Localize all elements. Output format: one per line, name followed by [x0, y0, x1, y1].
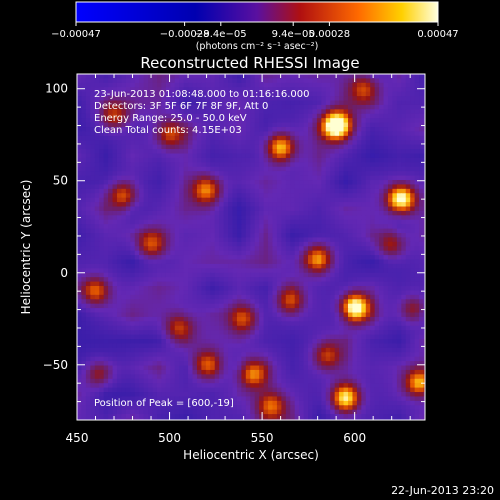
colorbar-ticks	[75, 22, 439, 26]
colorbar	[75, 1, 439, 23]
x-axis-label: Heliocentric X (arcsec)	[183, 448, 319, 462]
y-axis-label: Heliocentric Y (arcsec)	[19, 180, 33, 315]
colorbar-tick-label: 9.4e−05	[272, 29, 315, 40]
x-tick-label: 550	[251, 431, 274, 445]
x-axis-ticks	[76, 74, 411, 420]
colorbar-tick-label: −0.00028	[160, 29, 210, 40]
y-axis-ticks	[77, 88, 425, 421]
annotation-clean-counts: Clean Total counts: 4.15E+03	[94, 125, 242, 136]
chart-title: Reconstructed RHESSI Image	[140, 54, 359, 72]
y-tick-label: 100	[45, 82, 68, 96]
annotation-block: 23-Jun-2013 01:08:48.000 to 01:16:16.000…	[94, 89, 310, 136]
colorbar-unit-label: (photons cm⁻² s⁻¹ asec⁻²)	[196, 41, 319, 52]
peak-position-label: Position of Peak = [600,-19]	[94, 398, 234, 409]
colorbar-tick-label: 0.00028	[309, 29, 350, 40]
annotation-energy-range: Energy Range: 25.0 - 50.0 keV	[94, 113, 247, 124]
x-tick-label: 450	[66, 431, 89, 445]
x-tick-label: 600	[343, 431, 366, 445]
plot-frame	[76, 73, 426, 421]
colorbar-tick-label: −0.00047	[51, 29, 101, 40]
x-tick-label: 500	[158, 431, 181, 445]
heatmap-image	[77, 74, 425, 420]
y-tick-label: −50	[43, 358, 68, 372]
colorbar-tick-label: 0.00047	[417, 29, 458, 40]
footer-timestamp: 22-Jun-2013 23:20	[391, 484, 494, 497]
annotation-detectors: Detectors: 3F 5F 6F 7F 8F 9F, Att 0	[94, 101, 268, 112]
y-axis-tick-labels: −50 0 50 100	[43, 82, 68, 372]
x-axis-tick-labels: 450 500 550 600	[66, 431, 367, 445]
colorbar-tick-labels: −0.00047 −0.00028−9.4e−05 9.4e−050.00028 0.…	[51, 29, 459, 40]
annotation-time-range: 23-Jun-2013 01:08:48.000 to 01:16:16.000	[94, 89, 310, 100]
colorbar-tick-label: −9.4e−05	[195, 29, 247, 40]
y-tick-label: 50	[53, 174, 68, 188]
y-tick-label: 0	[60, 266, 68, 280]
